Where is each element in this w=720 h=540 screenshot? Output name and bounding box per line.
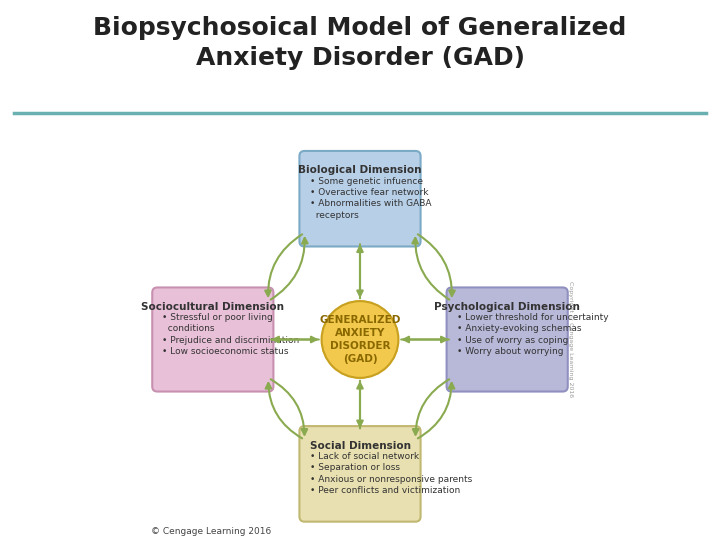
Text: © Cengage Learning 2016: © Cengage Learning 2016 [151,526,271,536]
Text: Biological Dimension: Biological Dimension [298,165,422,176]
FancyBboxPatch shape [446,287,568,392]
Text: Biopsychosoical Model of Generalized
Anxiety Disorder (GAD): Biopsychosoical Model of Generalized Anx… [94,16,626,70]
Text: • Some genetic infuence
• Overactive fear network
• Abnormalities with GABA
  re: • Some genetic infuence • Overactive fea… [310,177,431,220]
Text: Psychological Dimension: Psychological Dimension [434,302,580,312]
FancyBboxPatch shape [152,287,274,392]
Text: • Stressful or poor living
  conditions
• Prejudice and discrimination
• Low soc: • Stressful or poor living conditions • … [163,313,300,356]
Text: Sociocultural Dimension: Sociocultural Dimension [141,302,284,312]
Text: • Lower threshold for uncertainty
• Anxiety-evoking schemas
• Use of worry as co: • Lower threshold for uncertainty • Anxi… [456,313,608,356]
FancyBboxPatch shape [300,151,420,246]
Text: Social Dimension: Social Dimension [310,441,410,450]
Text: • Lack of social network
• Separation or loss
• Anxious or nonresponsive parents: • Lack of social network • Separation or… [310,451,472,495]
FancyBboxPatch shape [300,426,420,522]
Text: GENERALIZED
ANXIETY
DISORDER
(GAD): GENERALIZED ANXIETY DISORDER (GAD) [319,315,401,364]
Text: Copyright © Cengage Learning 2016: Copyright © Cengage Learning 2016 [568,281,574,397]
Circle shape [322,301,398,378]
